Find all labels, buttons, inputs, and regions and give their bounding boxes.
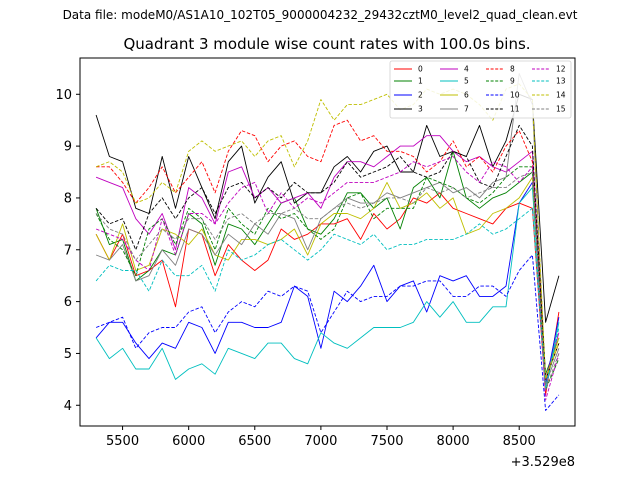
series-line-8 [96, 119, 560, 380]
series-line-1 [95, 150, 560, 375]
series-layer [95, 73, 560, 411]
y-tick-label: 10 [55, 88, 72, 103]
y-tick-label: 7 [64, 243, 72, 258]
legend-label-12: 12 [556, 65, 566, 74]
legend-box [389, 60, 572, 119]
legend-label-5: 5 [464, 77, 469, 86]
legend-label-9: 9 [510, 77, 515, 86]
legend-label-15: 15 [556, 105, 566, 114]
legend-label-6: 6 [464, 91, 469, 100]
legend-label-1: 1 [418, 77, 423, 86]
series-line-14 [95, 83, 560, 380]
x-tick-label: 7000 [304, 434, 337, 449]
legend-label-0: 0 [418, 65, 423, 74]
y-tick-label: 6 [64, 295, 72, 310]
x-tick-label: 6000 [172, 434, 205, 449]
legend-label-2: 2 [418, 91, 423, 100]
series-line-2 [95, 181, 560, 385]
series-line-9 [95, 166, 560, 391]
series-line-10 [95, 254, 560, 411]
y-tick-label: 9 [64, 140, 72, 155]
legend-label-4: 4 [464, 65, 469, 74]
y-tick-label: 4 [64, 399, 72, 414]
y-tick-label: 8 [64, 191, 72, 206]
legend-label-13: 13 [556, 77, 566, 86]
series-line-7 [95, 73, 560, 385]
legend-label-8: 8 [510, 65, 515, 74]
y-axis: 4 5 6 7 8 9 10 [55, 88, 80, 414]
x-tick-label: 5500 [106, 434, 139, 449]
legend-label-14: 14 [556, 91, 566, 100]
legend-label-3: 3 [418, 105, 423, 114]
series-line-12 [95, 156, 560, 401]
series-line-4 [95, 135, 560, 380]
x-tick-label: 6500 [238, 434, 271, 449]
series-line-6 [95, 176, 560, 380]
legend-label-10: 10 [510, 91, 520, 100]
series-line-0 [95, 192, 560, 396]
chart-title: Quadrant 3 module wise count rates with … [123, 35, 530, 53]
x-tick-label: 7500 [370, 434, 403, 449]
legend-label-11: 11 [510, 105, 520, 114]
x-axis: 5500 6000 6500 7000 7500 8000 8500 [106, 426, 536, 449]
x-tick-label: 8000 [437, 434, 470, 449]
series-line-3 [95, 93, 560, 323]
series-line-13 [95, 207, 560, 391]
x-tick-label: 8500 [503, 434, 536, 449]
series-line-11 [95, 124, 560, 380]
series-line-5 [95, 187, 560, 391]
plot-frame [79, 57, 576, 427]
x-offset-label: +3.529e8 [511, 455, 575, 470]
y-tick-label: 5 [64, 347, 72, 362]
series-line-15 [95, 171, 560, 391]
figure-suptitle: Data file: modeM0/AS1A10_102T05_90000042… [63, 8, 578, 22]
legend-label-7: 7 [464, 105, 469, 114]
